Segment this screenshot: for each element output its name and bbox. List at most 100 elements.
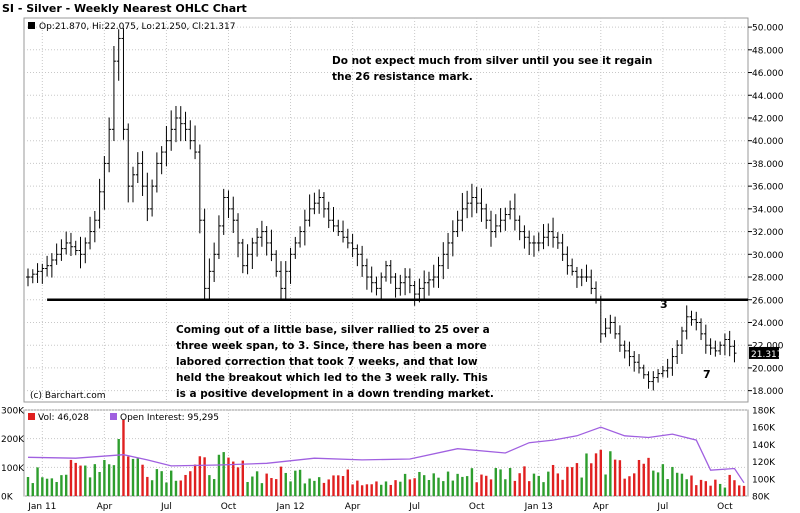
volume-bar xyxy=(380,484,383,496)
volume-bar xyxy=(360,485,364,496)
volume-bar xyxy=(356,480,359,496)
time-tick-label: Apr xyxy=(345,502,361,512)
volume-bar xyxy=(84,465,87,496)
volume-bar xyxy=(508,468,512,496)
volume-bar xyxy=(671,466,674,496)
volume-bar xyxy=(547,471,550,496)
volume-tick-label: 300K xyxy=(1,407,25,417)
volume-bar xyxy=(74,462,77,496)
volume-bar xyxy=(427,480,431,496)
volume-bar xyxy=(422,475,426,496)
legend-swatch xyxy=(28,22,35,29)
volume-bar xyxy=(566,466,569,496)
volume-bar xyxy=(284,472,287,496)
annotation-body-line: is a positive development in a down tren… xyxy=(176,388,494,400)
annotation-body-line: Coming out of a little base, silver rall… xyxy=(176,324,490,336)
volume-bar xyxy=(341,476,345,496)
volume-bar xyxy=(31,483,34,496)
volume-bar xyxy=(695,485,698,496)
price-tick-label: 30.000 xyxy=(752,251,784,261)
open-interest-line xyxy=(27,426,745,484)
price-tick-label: 50.000 xyxy=(752,24,784,34)
volume-bar xyxy=(127,456,130,496)
vol-legend-swatch xyxy=(28,413,35,420)
volume-bar xyxy=(389,484,392,496)
annotation-top-line: Do not expect much from silver until you… xyxy=(332,55,652,67)
time-tick-label: Oct xyxy=(469,502,485,512)
volume-tick-label: 100K xyxy=(1,464,25,474)
volume-bar xyxy=(570,467,574,496)
volume-bar xyxy=(642,463,645,496)
volume-bar xyxy=(136,458,139,496)
oi-tick-label: 180K xyxy=(752,407,776,417)
volume-bar xyxy=(561,479,564,496)
volume-bar xyxy=(733,480,736,496)
oi-tick-label: 80K xyxy=(752,493,770,503)
oi-tick-label: 100K xyxy=(752,475,776,485)
oi-tick-label: 140K xyxy=(752,441,776,451)
annotation-top-line: the 26 resistance mark. xyxy=(332,71,473,83)
volume-bar xyxy=(738,485,741,496)
volume-bar xyxy=(742,485,746,496)
volume-bar xyxy=(179,480,182,496)
volume-bar xyxy=(327,479,330,496)
volume-bar xyxy=(184,474,187,496)
volume-bar xyxy=(494,468,497,496)
volume-bar xyxy=(504,479,507,496)
time-tick-label: Oct xyxy=(717,502,733,512)
volume-bar xyxy=(523,466,526,496)
volume-bar xyxy=(403,473,407,496)
volume-bar xyxy=(246,482,249,496)
volume-bar xyxy=(623,478,626,496)
volume-bar xyxy=(585,453,588,496)
annotation-body-line: labored correction that took 7 weeks, an… xyxy=(176,356,478,368)
oi-tick-label: 160K xyxy=(752,424,776,434)
volume-bar xyxy=(198,456,202,496)
volume-bar xyxy=(103,460,106,496)
volume-bar xyxy=(165,482,168,496)
volume-bar xyxy=(556,473,560,496)
volume-bar xyxy=(432,473,435,496)
volume-bar xyxy=(532,473,536,496)
volume-bar xyxy=(718,483,722,496)
volume-bar xyxy=(680,473,684,496)
volume-bar xyxy=(117,438,120,496)
time-tick-label: Jan 11 xyxy=(27,502,56,512)
volume-bar xyxy=(170,470,173,496)
volume-bar xyxy=(141,464,144,496)
volume-bar xyxy=(255,471,259,496)
volume-bar xyxy=(370,484,373,496)
volume-bar xyxy=(685,479,688,496)
volume-bar xyxy=(208,475,211,496)
volume-bar xyxy=(480,474,483,496)
volume-bar xyxy=(394,480,397,496)
time-tick-label: Jul xyxy=(160,502,172,512)
volume-bar xyxy=(317,477,321,496)
time-tick-label: Jul xyxy=(656,502,668,512)
volume-bar xyxy=(375,481,378,496)
volume-bar xyxy=(112,465,116,496)
annotation-body-line: three week span, to 3. Since, there has … xyxy=(176,340,487,352)
volume-bar xyxy=(714,479,717,496)
volume-bar xyxy=(652,470,655,496)
volume-bar xyxy=(675,472,679,496)
price-tick-label: 44.000 xyxy=(752,92,784,102)
volume-bar xyxy=(637,459,641,496)
volume-bar xyxy=(518,473,521,496)
volume-bar xyxy=(599,449,602,496)
volume-bar xyxy=(442,481,445,496)
volume-bar xyxy=(64,474,68,496)
volume-bar xyxy=(227,457,230,496)
volume-bar xyxy=(699,479,703,496)
volume-bar xyxy=(203,457,206,496)
volume-bar xyxy=(613,459,617,496)
price-tick-label: 36.000 xyxy=(752,183,784,193)
volume-bar xyxy=(79,465,82,496)
volume-bar xyxy=(418,471,421,496)
oi-tick-label: 120K xyxy=(752,458,776,468)
volume-bar xyxy=(413,478,416,496)
price-legend: Op:21.870, Hi:22.075, Lo:21.250, Cl:21.3… xyxy=(39,22,235,32)
volume-bar xyxy=(275,479,278,496)
volume-bar xyxy=(451,480,455,496)
last-price-label: 21.317 xyxy=(751,350,783,360)
